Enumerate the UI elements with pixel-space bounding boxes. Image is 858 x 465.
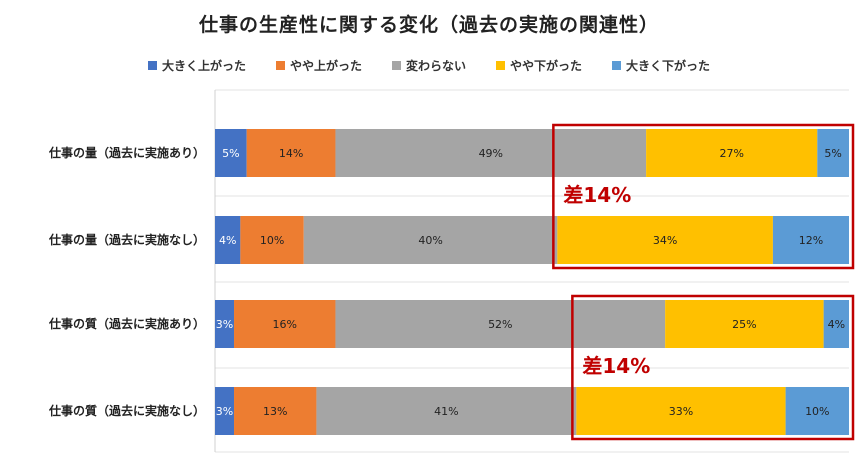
bar-3-2 <box>316 387 577 435</box>
legend-item-3: やや下がった <box>496 57 582 74</box>
chart-title: 仕事の生産性に関する変化（過去の実施の関連性） <box>198 14 659 36</box>
data-label-1-1: 10% <box>260 234 284 247</box>
data-label-0-2: 49% <box>479 147 503 160</box>
data-label-3-1: 13% <box>263 405 287 418</box>
legend-label-2: 変わらない <box>405 59 466 73</box>
category-label-0: 仕事の量（過去に実施あり） <box>48 145 205 160</box>
bar-1-3 <box>557 216 773 264</box>
bar-3-0 <box>215 387 235 435</box>
bar-2-1 <box>234 300 336 348</box>
data-label-3-3: 33% <box>669 405 693 418</box>
bar-1-0 <box>215 216 241 264</box>
bar-0-3 <box>646 129 818 177</box>
legend-item-0: 大きく上がった <box>147 57 246 74</box>
data-label-0-0: 5% <box>222 147 239 160</box>
bar-3-3 <box>576 387 786 435</box>
bar-1-1 <box>240 216 304 264</box>
bar-3-4 <box>785 387 849 435</box>
bar-1-4 <box>772 216 849 264</box>
legend-swatch-2 <box>391 61 401 70</box>
data-label-2-1: 16% <box>273 318 297 331</box>
category-label-2: 仕事の質（過去に実施あり） <box>48 316 205 331</box>
data-label-1-0: 4% <box>219 234 236 247</box>
legend-item-2: 変わらない <box>391 57 466 74</box>
bar-3-1 <box>234 387 317 435</box>
bar-1-2 <box>303 216 558 264</box>
data-label-0-4: 5% <box>824 147 841 160</box>
data-label-2-4: 4% <box>828 318 845 331</box>
legend-label-4: 大きく下がった <box>626 59 711 73</box>
bar-2-3 <box>665 300 824 348</box>
legend-label-1: やや上がった <box>289 59 362 73</box>
data-label-2-0: 3% <box>216 318 233 331</box>
annotation-box-0 <box>552 123 855 270</box>
legend-item-1: やや上がった <box>275 57 362 74</box>
category-label-3: 仕事の質（過去に実施なし） <box>48 403 205 418</box>
legend-swatch-0 <box>147 61 157 70</box>
bar-0-0 <box>215 129 247 177</box>
data-label-2-2: 52% <box>488 318 512 331</box>
data-label-1-4: 12% <box>799 234 823 247</box>
data-label-3-4: 10% <box>805 405 829 418</box>
legend-swatch-1 <box>275 61 285 70</box>
data-label-3-0: 3% <box>216 405 233 418</box>
bar-0-4 <box>817 129 849 177</box>
data-label-1-2: 40% <box>418 234 442 247</box>
annotation-label-0: 差14% <box>563 183 631 207</box>
legend-label-3: やや下がった <box>510 59 583 73</box>
category-label-1: 仕事の量（過去に実施なし） <box>48 232 205 247</box>
data-label-0-1: 14% <box>279 147 303 160</box>
bar-2-2 <box>335 300 666 348</box>
data-label-3-2: 41% <box>434 405 458 418</box>
annotation-box-1 <box>571 294 855 441</box>
bar-2-0 <box>215 300 235 348</box>
legend-item-4: 大きく下がった <box>612 57 710 74</box>
data-label-0-3: 27% <box>719 147 743 160</box>
legend-swatch-4 <box>612 61 622 70</box>
data-label-2-3: 25% <box>732 318 756 331</box>
bar-0-1 <box>246 129 336 177</box>
bar-2-4 <box>823 300 849 348</box>
bar-0-2 <box>335 129 647 177</box>
data-label-1-3: 34% <box>653 234 677 247</box>
legend-swatch-3 <box>496 61 505 70</box>
legend-label-0: 大きく上がった <box>161 59 246 73</box>
chart-legend: 大きく上がった やや上がった 変わらない やや下がった 大きく下がった <box>0 57 858 74</box>
annotation-label-1: 差14% <box>582 354 650 378</box>
